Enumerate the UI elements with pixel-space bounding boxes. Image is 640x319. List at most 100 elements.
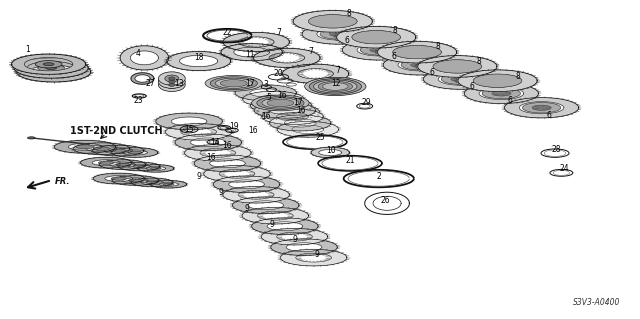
Ellipse shape	[38, 64, 65, 72]
Text: 6: 6	[470, 82, 474, 91]
Polygon shape	[418, 56, 497, 77]
Ellipse shape	[76, 145, 94, 149]
Polygon shape	[17, 62, 91, 82]
Ellipse shape	[163, 183, 174, 185]
Text: 9: 9	[292, 235, 297, 244]
Ellipse shape	[320, 29, 358, 39]
Text: S3V3-A0400: S3V3-A0400	[573, 298, 620, 307]
Ellipse shape	[482, 88, 520, 99]
Ellipse shape	[393, 46, 442, 59]
Ellipse shape	[165, 78, 179, 85]
Ellipse shape	[314, 80, 357, 93]
Polygon shape	[254, 102, 316, 118]
Polygon shape	[175, 134, 241, 151]
Ellipse shape	[116, 163, 129, 166]
Text: 16: 16	[277, 92, 287, 100]
Ellipse shape	[401, 60, 440, 70]
Polygon shape	[277, 122, 339, 137]
Text: 7: 7	[276, 28, 281, 37]
Polygon shape	[74, 143, 130, 155]
Polygon shape	[213, 176, 280, 193]
Ellipse shape	[133, 165, 145, 168]
Ellipse shape	[360, 45, 399, 55]
Ellipse shape	[159, 72, 185, 85]
Text: 16: 16	[296, 106, 306, 115]
Polygon shape	[258, 104, 319, 120]
Ellipse shape	[99, 161, 114, 164]
Ellipse shape	[48, 70, 59, 73]
Text: 10: 10	[326, 146, 336, 155]
Polygon shape	[261, 228, 328, 245]
Polygon shape	[250, 98, 312, 114]
Text: 17: 17	[293, 98, 303, 107]
Ellipse shape	[128, 151, 141, 154]
Ellipse shape	[522, 102, 561, 113]
Polygon shape	[465, 83, 538, 104]
Polygon shape	[138, 165, 173, 172]
Ellipse shape	[169, 83, 175, 86]
Ellipse shape	[532, 105, 551, 110]
Text: 2: 2	[376, 172, 381, 181]
Text: 23: 23	[133, 96, 143, 105]
Text: 6: 6	[429, 68, 434, 77]
Polygon shape	[93, 173, 145, 184]
Polygon shape	[221, 44, 282, 61]
Ellipse shape	[330, 32, 349, 37]
Polygon shape	[342, 40, 417, 60]
Ellipse shape	[169, 77, 175, 80]
Ellipse shape	[323, 83, 348, 90]
Ellipse shape	[93, 147, 110, 151]
Text: 6: 6	[344, 36, 349, 45]
Ellipse shape	[159, 75, 185, 88]
Ellipse shape	[169, 80, 175, 83]
Ellipse shape	[262, 98, 299, 108]
Text: 8: 8	[516, 72, 520, 81]
Ellipse shape	[146, 181, 158, 184]
Text: 18: 18	[194, 53, 204, 62]
Polygon shape	[282, 64, 349, 83]
Text: 16: 16	[207, 153, 216, 162]
Polygon shape	[378, 41, 457, 63]
Polygon shape	[293, 11, 372, 32]
Polygon shape	[458, 70, 537, 92]
Ellipse shape	[159, 78, 185, 92]
Polygon shape	[100, 160, 146, 169]
Text: 22: 22	[223, 28, 232, 37]
Polygon shape	[280, 249, 347, 266]
Ellipse shape	[111, 149, 126, 152]
Polygon shape	[242, 207, 308, 224]
Text: 12: 12	[332, 79, 340, 88]
Polygon shape	[269, 115, 331, 131]
Polygon shape	[383, 55, 458, 75]
Ellipse shape	[318, 81, 353, 92]
Text: 6: 6	[391, 52, 396, 61]
Polygon shape	[311, 147, 349, 158]
Polygon shape	[12, 54, 86, 74]
Ellipse shape	[309, 79, 362, 94]
Polygon shape	[504, 98, 579, 118]
Polygon shape	[156, 113, 222, 130]
Text: 13: 13	[175, 79, 184, 88]
Ellipse shape	[215, 78, 252, 88]
Text: 24: 24	[559, 164, 569, 173]
Text: 14: 14	[210, 137, 220, 146]
Polygon shape	[112, 148, 158, 157]
Ellipse shape	[129, 179, 142, 182]
Polygon shape	[167, 51, 230, 70]
Text: 25: 25	[315, 133, 325, 142]
Polygon shape	[235, 85, 296, 101]
Polygon shape	[424, 69, 497, 89]
Text: 29: 29	[361, 99, 371, 108]
Text: 11: 11	[245, 50, 255, 59]
Text: 26: 26	[380, 196, 390, 205]
Text: FR.: FR.	[55, 177, 70, 186]
Text: 7: 7	[335, 66, 340, 75]
Ellipse shape	[28, 137, 35, 139]
Ellipse shape	[150, 167, 161, 169]
Text: 9: 9	[269, 220, 275, 229]
Polygon shape	[194, 155, 260, 172]
Text: 20: 20	[274, 69, 284, 78]
Ellipse shape	[45, 67, 56, 70]
Ellipse shape	[111, 177, 127, 180]
Text: 8: 8	[436, 42, 440, 51]
